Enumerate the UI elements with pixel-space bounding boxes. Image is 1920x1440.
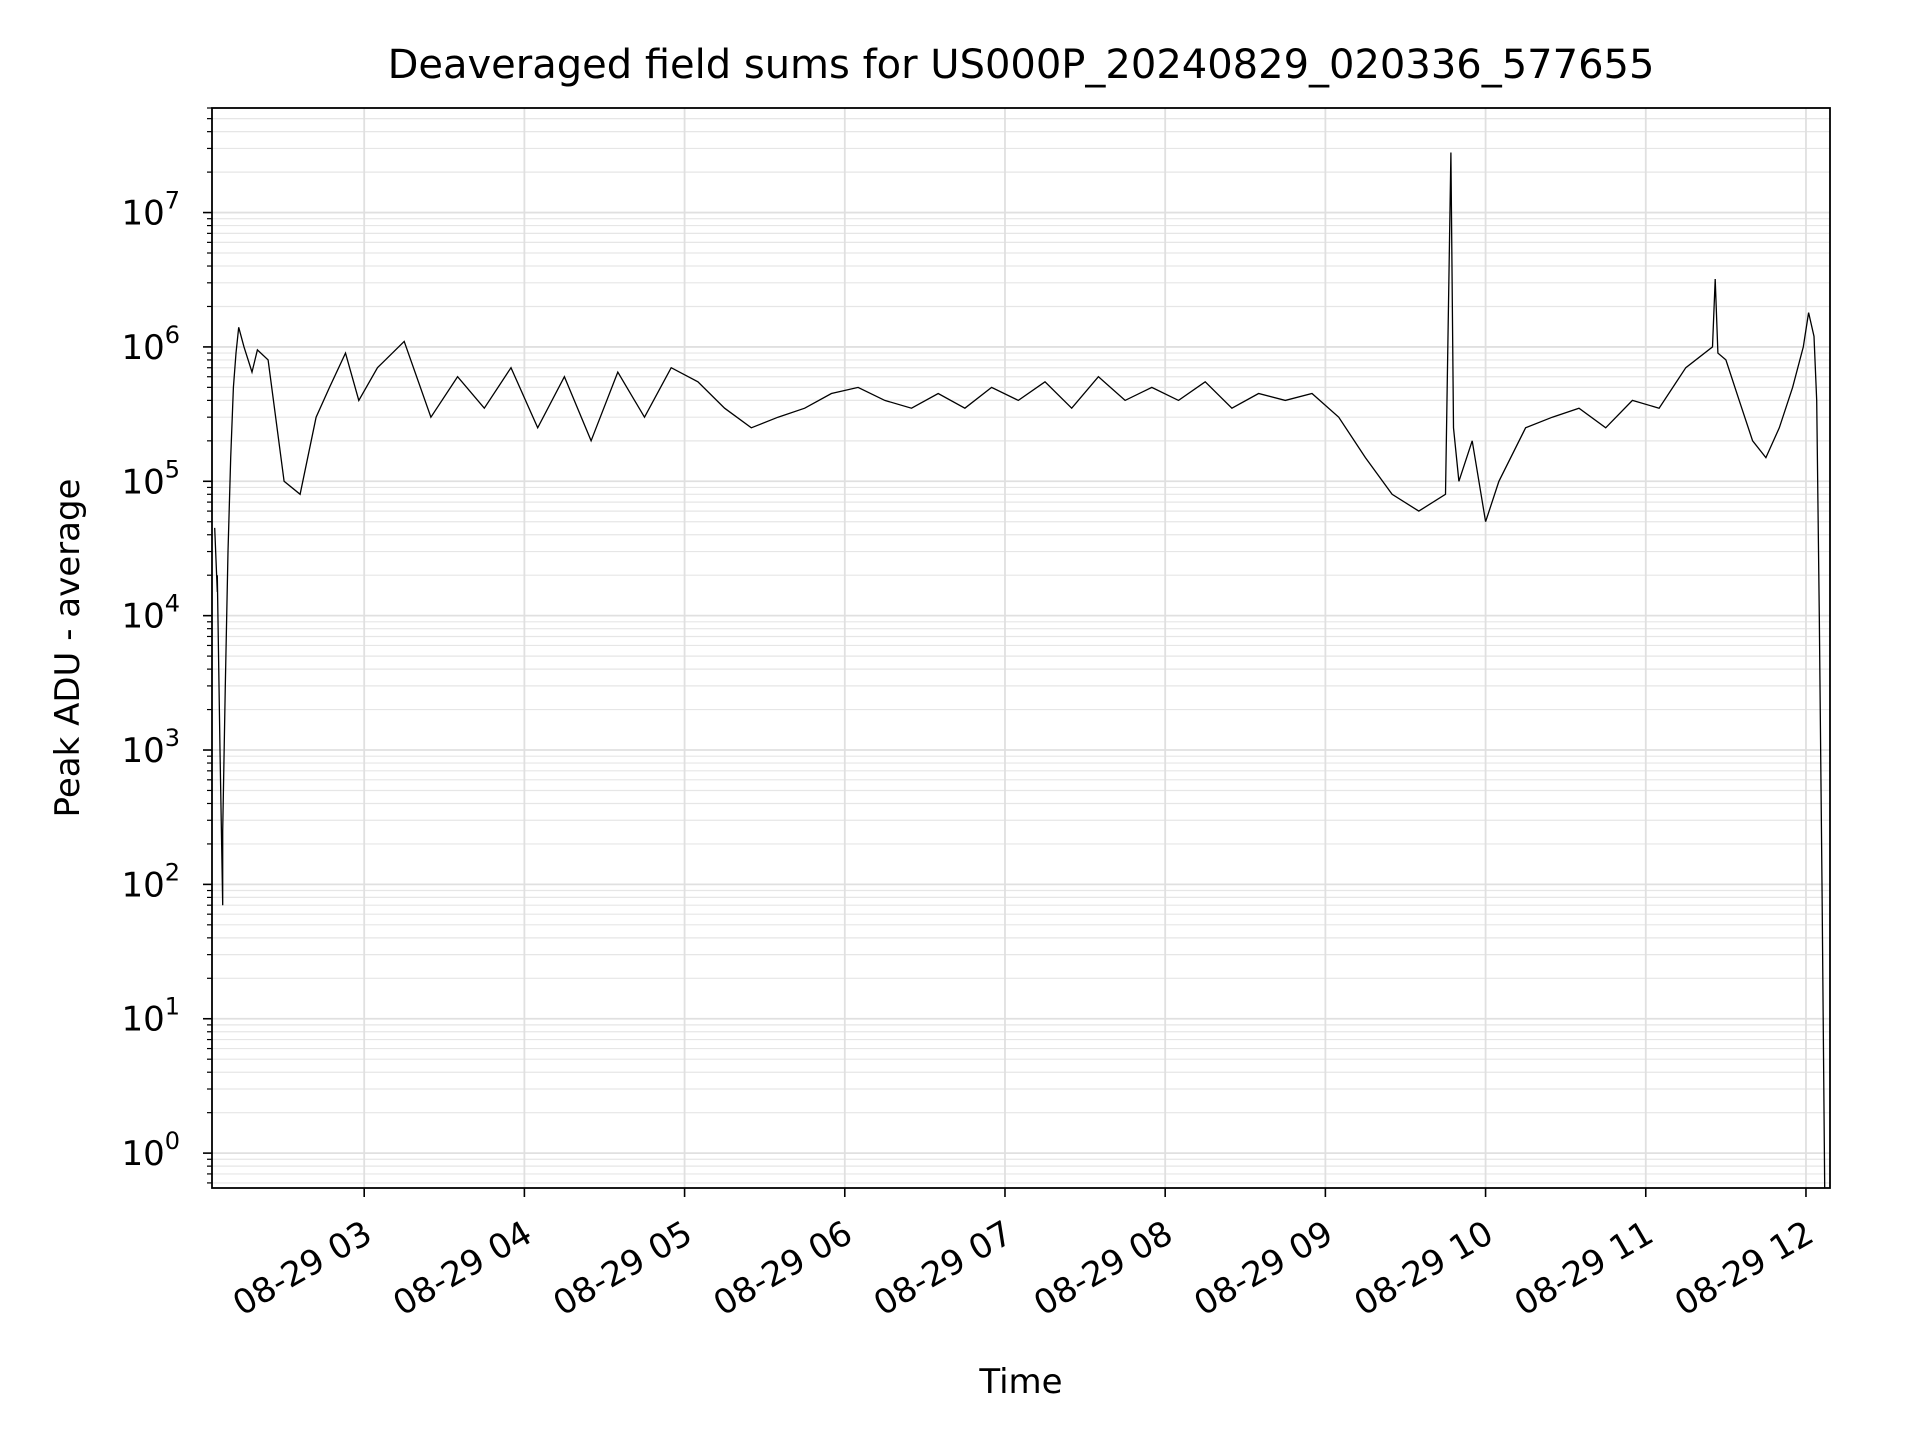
y-tick-exponent: 6	[165, 321, 180, 349]
y-tick-label: 102	[121, 858, 180, 905]
y-tick-label: 101	[121, 993, 180, 1040]
y-tick-label: 103	[121, 724, 180, 771]
x-tick-label: 08-29 12	[1668, 1213, 1820, 1324]
y-tick-label: 107	[121, 187, 180, 234]
y-tick-base: 10	[121, 1134, 164, 1174]
y-tick-base: 10	[121, 194, 164, 234]
y-tick-label: 105	[121, 455, 180, 502]
x-tick-label: 08-29 11	[1508, 1213, 1660, 1324]
y-tick-base: 10	[121, 462, 164, 502]
y-tick-exponent: 4	[165, 590, 180, 618]
y-tick-base: 10	[121, 328, 164, 368]
x-tick-label: 08-29 03	[226, 1213, 378, 1324]
y-tick-base: 10	[121, 597, 164, 637]
x-tick-label: 08-29 09	[1187, 1213, 1339, 1324]
x-tick-label: 08-29 04	[386, 1213, 538, 1324]
x-axis-label: Time	[978, 1362, 1062, 1402]
y-tick-exponent: 0	[165, 1127, 180, 1155]
y-axis-label: Peak ADU - average	[48, 479, 88, 818]
plot-frame	[211, 107, 1831, 1189]
y-tick-label: 106	[121, 321, 180, 368]
y-tick-base: 10	[121, 731, 164, 771]
y-tick-label: 100	[121, 1127, 180, 1174]
x-tick-label: 08-29 10	[1348, 1213, 1500, 1324]
y-tick-exponent: 1	[165, 993, 180, 1021]
x-tick-label: 08-29 08	[1027, 1213, 1179, 1324]
y-tick-exponent: 3	[165, 724, 180, 752]
x-tick-label: 08-29 06	[707, 1213, 859, 1324]
x-tick-label: 08-29 07	[867, 1213, 1019, 1324]
y-tick-label: 104	[121, 590, 180, 637]
grid	[212, 107, 1830, 1188]
y-tick-exponent: 2	[165, 858, 180, 886]
y-tick-exponent: 5	[165, 455, 180, 483]
series-line	[214, 152, 1826, 1189]
x-tick-label: 08-29 05	[547, 1213, 699, 1324]
y-tick-base: 10	[121, 1000, 164, 1040]
y-tick-exponent: 7	[165, 187, 180, 215]
chart-title: Deaveraged field sums for US000P_2024082…	[388, 42, 1655, 88]
y-tick-base: 10	[121, 865, 164, 905]
